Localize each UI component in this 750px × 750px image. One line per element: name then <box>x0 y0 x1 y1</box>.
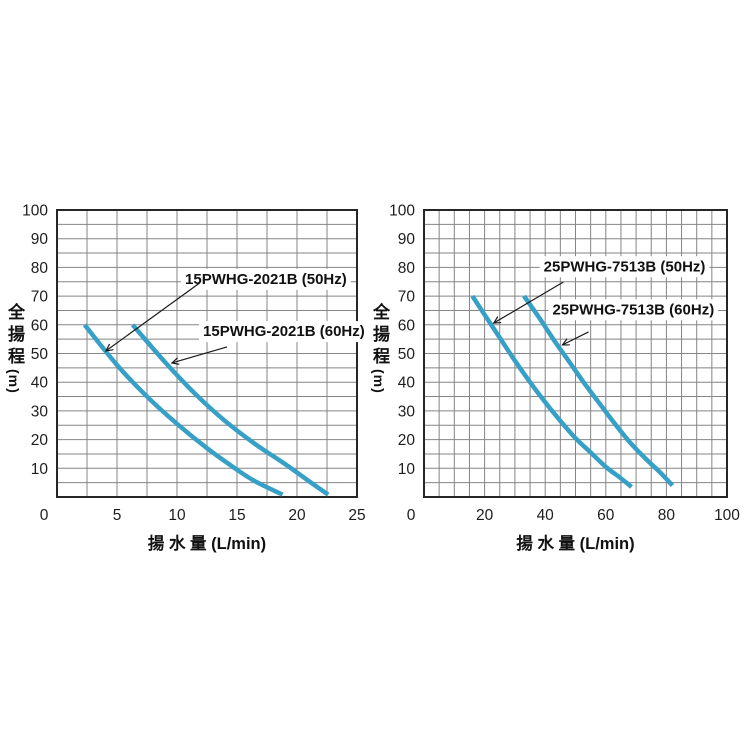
pump-curve-50Hz <box>82 323 284 497</box>
x-tick-label: 0 <box>40 507 49 524</box>
x-tick-label: 60 <box>597 507 615 524</box>
curve-label: 15PWHG-2021B (50Hz) <box>185 271 347 288</box>
chart-15pwhg-2021b: 15PWHG-2021B (50Hz) 15PWHG-2021B (60Hz) 0 5… <box>22 203 369 553</box>
y-tick-label: 50 <box>398 346 416 363</box>
y-tick-label: 80 <box>398 260 416 277</box>
x-tick-label: 5 <box>113 507 122 524</box>
label-arrow <box>106 282 201 351</box>
y-tick-label: 80 <box>31 260 49 277</box>
y-tick-label: 60 <box>31 317 49 334</box>
curve-label-backdrop <box>539 256 710 278</box>
y-tick-label: 70 <box>31 289 49 306</box>
y-axis-title-left: 全揚程(m) <box>5 303 24 394</box>
x-tick-label: 10 <box>168 507 186 524</box>
label-arrow <box>562 331 589 345</box>
curve-label: 25PWHG-7513B (50Hz) <box>544 258 706 275</box>
label-arrow <box>494 281 564 323</box>
x-tick-label: 40 <box>537 507 555 524</box>
y-axis-title-unit: (m) <box>371 369 387 394</box>
y-tick-label: 90 <box>398 231 416 248</box>
label-arrow <box>172 346 228 363</box>
y-axis-title-kanji: 全揚程 <box>5 303 24 369</box>
x-axis-title: 揚 水 量 (L/min) <box>516 533 634 553</box>
x-tick-label: 20 <box>288 507 306 524</box>
pump-curve-60Hz <box>522 294 675 488</box>
curve-label-backdrop <box>181 268 351 290</box>
y-tick-label: 10 <box>31 461 49 478</box>
y-tick-label: 60 <box>398 317 416 334</box>
y-axis-title-right: 全揚程(m) <box>370 303 389 394</box>
y-tick-label: 20 <box>31 432 49 449</box>
y-axis-title-unit: (m) <box>6 369 22 394</box>
y-tick-label: 20 <box>398 432 416 449</box>
y-tick-label: 70 <box>398 289 416 306</box>
pump-curve-50Hz <box>470 294 633 489</box>
y-axis-title-kanji: 全揚程 <box>370 303 389 369</box>
plot-border <box>423 209 728 498</box>
y-tick-label: 30 <box>31 403 49 420</box>
x-tick-label: 100 <box>714 507 740 524</box>
x-tick-label: 80 <box>658 507 676 524</box>
y-tick-label: 90 <box>31 231 49 248</box>
x-tick-label: 25 <box>348 507 365 524</box>
x-tick-label: 0 <box>407 507 416 524</box>
y-tick-label: 100 <box>22 203 48 220</box>
curve-label-backdrop <box>199 321 369 343</box>
x-axis-title: 揚 水 量 (L/min) <box>148 533 266 553</box>
plot-border <box>56 209 358 498</box>
pump-curve-60Hz <box>130 323 330 497</box>
curve-label: 25PWHG-7513B (60Hz) <box>552 301 714 318</box>
y-tick-label: 40 <box>31 375 49 392</box>
y-tick-label: 10 <box>398 461 416 478</box>
y-tick-label: 100 <box>389 203 415 220</box>
x-tick-label: 20 <box>476 507 494 524</box>
y-tick-label: 40 <box>398 375 416 392</box>
y-tick-label: 50 <box>31 346 49 363</box>
chart-25pwhg-7513b: 25PWHG-7513B (50Hz) 25PWHG-7513B (60Hz) 0 2… <box>389 203 740 554</box>
y-tick-label: 30 <box>398 403 416 420</box>
curve-label: 15PWHG-2021B (60Hz) <box>203 323 365 340</box>
curve-label-backdrop <box>548 299 719 321</box>
x-tick-label: 15 <box>228 507 245 524</box>
